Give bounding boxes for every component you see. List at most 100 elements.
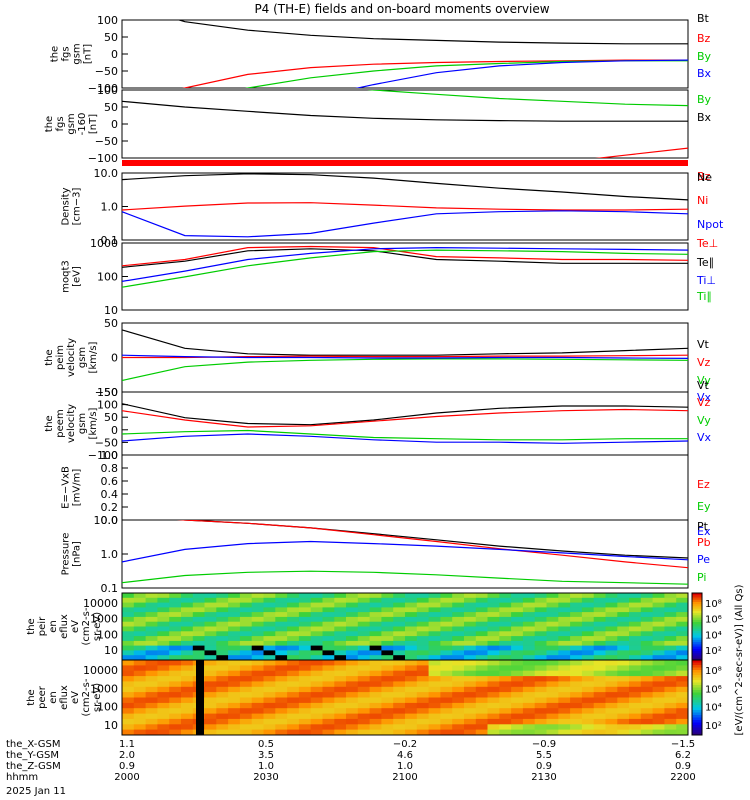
heatmap-cell [629, 640, 642, 647]
heatmap-cell [570, 708, 583, 715]
series-line-Ne [122, 173, 688, 201]
heatmap-cell [239, 724, 253, 731]
heatmap-cell [357, 718, 371, 725]
heatmap-cell [216, 645, 229, 651]
heatmap-cell [487, 593, 500, 599]
heatmap-cell [475, 636, 489, 642]
heatmap-cell [475, 655, 489, 661]
heatmap-cell [629, 708, 642, 715]
heatmap-cell [287, 729, 300, 736]
heatmap-cell [558, 676, 571, 682]
heatmap-cell [239, 708, 253, 715]
heatmap-cell [169, 602, 182, 608]
heatmap-cell [499, 645, 512, 651]
heatmap-cell [133, 612, 147, 618]
heatmap-cell [251, 665, 264, 672]
heatmap-cell [452, 660, 465, 666]
legend-Pt: Pt [697, 520, 709, 533]
heatmap-cell [546, 631, 559, 637]
colorbar-step [692, 655, 702, 659]
heatmap-cell [169, 665, 182, 672]
heatmap-cell [617, 692, 630, 698]
heatmap-cell [499, 713, 512, 720]
colorbar-step [692, 690, 702, 693]
colorbar-step [692, 702, 702, 706]
heatmap-cell [145, 670, 158, 677]
heatmap-cell [440, 655, 453, 661]
y-axis-label-line: eV [70, 691, 81, 704]
heatmap-cell [346, 676, 359, 682]
heatmap-cell [558, 708, 571, 715]
heatmap-cell [287, 593, 300, 599]
heatmap-cell [640, 702, 654, 709]
heatmap-cell [204, 660, 217, 666]
heatmap-cell [416, 670, 430, 677]
heatmap-cell [676, 676, 689, 682]
heatmap-cell [593, 626, 606, 632]
heatmap-cell [522, 670, 536, 677]
y-axis-label-line: sr-eV) [92, 683, 103, 712]
heatmap-cell [629, 713, 642, 720]
heatmap-cell [676, 713, 689, 720]
heatmap-cell [275, 697, 288, 704]
colorbar-step [692, 722, 702, 726]
heatmap-cell [605, 655, 618, 661]
heatmap-cell [499, 729, 512, 736]
heatmap-cell [393, 670, 406, 677]
heatmap-cell [676, 650, 689, 656]
heatmap-cell [239, 729, 253, 736]
colorbar-step [692, 707, 702, 711]
heatmap-cell [546, 660, 559, 666]
heatmap-cell [546, 692, 559, 698]
heatmap-cell [464, 708, 477, 715]
heatmap-cell [452, 612, 465, 618]
y-tick-label: 50 [104, 411, 118, 424]
heatmap-cell [192, 631, 206, 637]
heatmap-cell [452, 681, 465, 688]
heatmap-cell [133, 597, 147, 604]
heatmap-cell [534, 692, 547, 698]
colorbar-step [692, 648, 702, 652]
heatmap-cell [416, 676, 430, 682]
heatmap-cell [546, 676, 559, 682]
heatmap-cell [558, 602, 571, 608]
panel-lines [177, 20, 688, 88]
heatmap-peir: 10000100010010thepeirenefluxeV(cm2-s-sr-… [26, 592, 689, 661]
heatmap-cell [522, 640, 536, 647]
heatmap-cell [157, 718, 170, 725]
heatmap-cell [452, 593, 465, 599]
heatmap-cell [664, 718, 677, 725]
heatmap-cell [464, 681, 477, 688]
heatmap-cell [487, 640, 500, 647]
heatmap-cell [263, 692, 276, 698]
heatmap-cell [629, 631, 642, 637]
heatmap-cell [676, 631, 689, 637]
heatmap-cell [239, 607, 253, 613]
heatmap-cell [676, 626, 689, 632]
heatmap-cell [122, 655, 135, 661]
heatmap-cell [593, 702, 606, 709]
heatmap-cell [169, 612, 182, 618]
heatmap-cell [558, 655, 571, 661]
heatmap-cell [546, 645, 559, 651]
heatmap-cell [169, 692, 182, 698]
heatmap-cell [652, 640, 665, 647]
heatmap-cell [570, 626, 583, 632]
heatmap-cell [440, 640, 453, 647]
x-tick-value: 6.2 [675, 750, 691, 761]
heatmap-cell [310, 655, 323, 661]
heatmap-cell [499, 655, 512, 661]
heatmap-cell [664, 708, 677, 715]
heatmap-cell [145, 640, 158, 647]
x-tick-value: 0.9 [675, 761, 691, 772]
heatmap-cell [122, 702, 135, 709]
heatmap-cell [416, 597, 430, 604]
legend-Npot: Npot [697, 218, 724, 231]
heatmap-cell [640, 692, 654, 698]
heatmap-cell [452, 655, 465, 661]
heatmap-cell [534, 621, 547, 627]
heatmap-cell [145, 645, 158, 651]
heatmap-cell [216, 593, 229, 599]
y-axis-label-line: en [48, 620, 59, 633]
heatmap-cell [369, 681, 382, 688]
